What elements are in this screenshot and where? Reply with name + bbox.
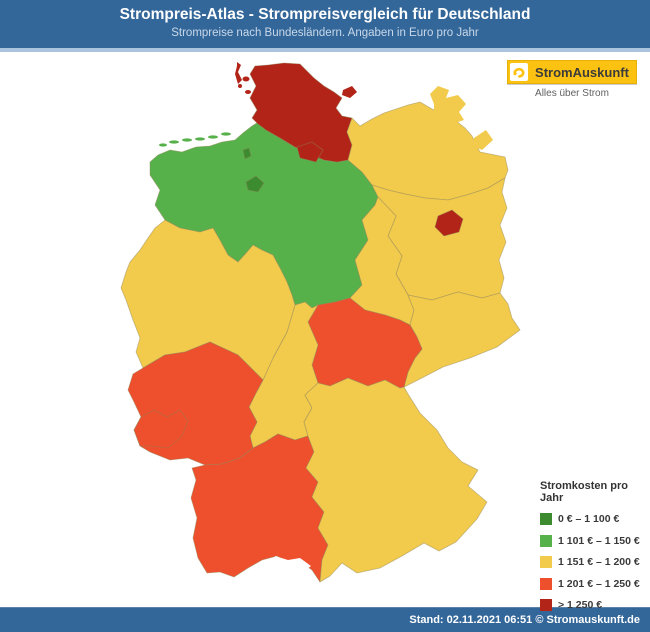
logo-tagline: Alles über Strom [535,88,609,99]
legend-swatch-orange [540,577,552,590]
state-mecklenburg-vorpommern[interactable]: Mecklenburg-Vorpommern [346,101,509,201]
legend-label: 1 201 € – 1 250 € [558,577,640,590]
legend-label: 0 € – 1 100 € [558,513,620,525]
state-bremen[interactable]: Bremen [245,175,265,193]
map-islands: Schleswig-Holstein Schleswig-Holstein Sc… [159,62,493,150]
legend-label: > 1 250 € [558,599,603,611]
state-bremerhaven[interactable]: Bremen [242,147,252,160]
page-title: Strompreis-Atlas - Strompreisvergleich f… [119,6,531,23]
header-bar: Strompreis-Atlas - Strompreisvergleich f… [0,0,650,52]
state-nordrhein-westfalen[interactable]: Nordrhein-Westfalen [120,219,296,381]
legend-title: Stromkosten pro Jahr [540,480,629,504]
island-eastfrisian-6: Niedersachsen [221,132,231,136]
island-sylt: Schleswig-Holstein [235,62,242,84]
state-berlin[interactable]: Berlin [434,209,464,237]
legend-swatch-green-dark [540,513,552,525]
legend-swatch-yellow [540,556,552,568]
legend-item: 0 € – 1 100 € [540,513,650,525]
state-schleswig-holstein[interactable]: Schleswig-Holstein [249,62,353,163]
lake-constance [275,556,311,572]
island-fehmarn: Schleswig-Holstein [342,86,357,98]
logo-swirl-icon [510,63,528,81]
footer-status-text: Stand: 02.11.2021 06:51 © Stromauskunft.… [409,614,640,626]
logo-brand-text: StromAuskunft [535,64,629,80]
island-nordstrand: Schleswig-Holstein [245,90,251,94]
map-legend: Stromkosten pro Jahr 0 € – 1 100 € 1 101… [540,480,650,621]
state-sachsen[interactable]: Sachsen [403,291,521,388]
stromauskunft-logo[interactable]: StromAuskunft Alles über Strom [507,60,637,99]
legend-label: 1 151 € – 1 200 € [558,556,640,568]
island-eastfrisian-5: Niedersachsen [208,135,218,139]
legend-item: 1 151 € – 1 200 € [540,556,650,568]
legend-swatch-red [540,599,552,611]
legend-label: 1 101 € – 1 150 € [558,534,640,547]
island-amrum: Schleswig-Holstein [238,84,242,88]
state-bayern[interactable]: Bayern [303,377,488,583]
logo-badge: StromAuskunft [507,60,637,84]
island-eastfrisian-1: Niedersachsen [159,143,167,147]
page-subtitle: Strompreise nach Bundesländern. Angaben … [171,27,479,39]
legend-swatch-green [540,534,552,547]
map-states: Niedersachsen Schleswig-Holstein Mecklen… [120,62,521,583]
legend-item: 1 201 € – 1 250 € [540,577,650,590]
island-usedom: Mecklenburg-Vorpommern [473,130,493,150]
island-eastfrisian-4: Niedersachsen [195,137,205,141]
legend-item: > 1 250 € [540,599,650,611]
island-eastfrisian-2: Niedersachsen [169,140,179,144]
island-eastfrisian-3: Niedersachsen [182,138,192,142]
state-saarland[interactable]: Saarland [133,409,189,449]
footer-bar: Stand: 02.11.2021 06:51 © Stromauskunft.… [0,607,650,632]
island-foehr: Schleswig-Holstein [242,76,250,82]
state-hamburg[interactable]: Hamburg [296,141,324,163]
island-ruegen: Mecklenburg-Vorpommern [430,86,466,124]
legend-item: 1 101 € – 1 150 € [540,534,650,547]
